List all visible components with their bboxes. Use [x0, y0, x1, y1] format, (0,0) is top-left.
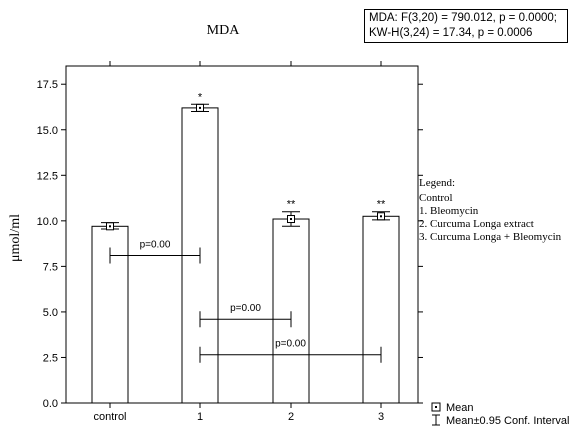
x-tick-label: control — [93, 411, 126, 423]
bar — [362, 215, 400, 404]
stats-line-1: MDA: F(3,20) = 790.012, p = 0.0000; — [369, 12, 557, 24]
y-tick-label: 7.5 — [43, 261, 58, 273]
mean-marker-dot — [380, 215, 382, 218]
significance-label: ** — [287, 199, 296, 211]
y-tick-label: 5.0 — [43, 307, 58, 319]
significance-label: ** — [377, 199, 386, 211]
mean-marker-dot — [109, 225, 111, 228]
plot-frame — [65, 65, 419, 404]
x-tick-label: 1 — [197, 411, 203, 423]
legend-group-item: Control — [419, 192, 453, 204]
y-tick-label: 17.5 — [37, 79, 58, 91]
comparison-label: p=0.00 — [140, 239, 171, 250]
legend-group-item: 3. Curcuma Longa + Bleomycin — [419, 231, 562, 243]
y-axis-label: μmol/ml — [8, 214, 23, 262]
legend-title: Legend: — [419, 177, 455, 189]
y-tick-label: 12.5 — [37, 170, 58, 182]
legend-group-item: 2. Curcuma Longa extract — [419, 218, 534, 230]
bar — [272, 218, 310, 404]
comparison-label: p=0.00 — [275, 339, 306, 350]
y-tick-label: 0.0 — [43, 398, 58, 410]
comparison-label: p=0.00 — [230, 303, 261, 314]
stats-line-2: KW-H(3,24) = 17.34, p = 0.0006 — [369, 27, 533, 39]
x-tick-label: 2 — [288, 411, 294, 423]
y-tick-label: 15.0 — [37, 125, 58, 137]
mean-marker-dot — [290, 218, 292, 221]
y-tick-label: 2.5 — [43, 352, 58, 364]
legend-ci-label: Mean±0.95 Conf. Interval — [446, 415, 569, 427]
stats-box: MDA: F(3,20) = 790.012, p = 0.0000; KW-H… — [364, 9, 568, 43]
significance-label: * — [198, 91, 203, 103]
chart-title: MDA — [207, 23, 241, 38]
mean-marker-dot — [199, 106, 201, 109]
legend-group-item: 1. Bleomycin — [419, 205, 479, 217]
x-tick-label: 3 — [378, 411, 384, 423]
legend-mean-label: Mean — [446, 402, 474, 414]
legend-mean-marker-dot — [435, 406, 437, 408]
y-tick-label: 10.0 — [37, 216, 58, 228]
